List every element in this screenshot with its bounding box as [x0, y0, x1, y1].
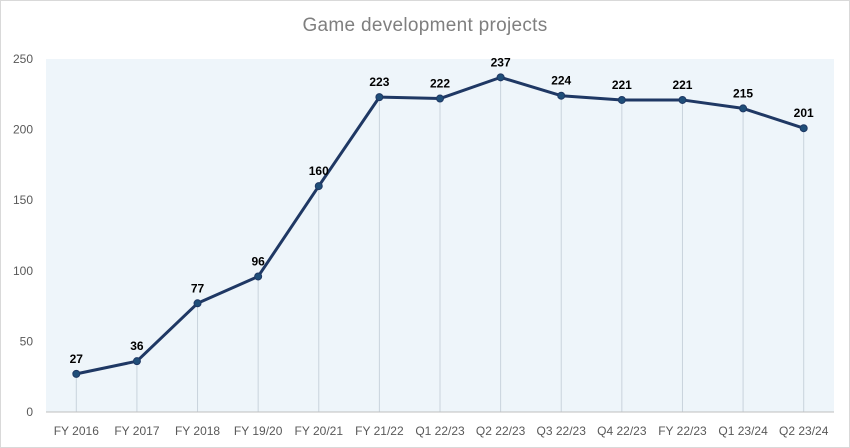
- series-line-group: [72, 73, 808, 378]
- x-tick-label: FY 2018: [175, 424, 220, 438]
- data-point: [72, 369, 81, 378]
- y-tick-label: 100: [13, 264, 33, 278]
- x-tick-label: Q2 22/23: [476, 424, 526, 438]
- x-tick-label: Q1 23/24: [718, 424, 768, 438]
- data-label: 36: [130, 339, 144, 353]
- y-tick-label: 0: [26, 405, 33, 419]
- data-label: 160: [309, 164, 329, 178]
- x-tick-label: Q2 23/24: [779, 424, 829, 438]
- y-tick-label: 50: [20, 334, 34, 348]
- data-label: 237: [491, 55, 511, 69]
- data-point: [436, 94, 444, 103]
- data-label: 201: [794, 106, 814, 120]
- chart-title: Game development projects: [302, 15, 548, 36]
- data-point: [132, 357, 141, 366]
- data-label: 224: [551, 74, 571, 88]
- drop-lines: [75, 77, 805, 412]
- x-tick-label: FY 2017: [114, 424, 159, 438]
- data-labels: 27 36 77 96 160 223 222 237 224 221 221 215 201: [70, 55, 814, 366]
- x-tick-label: FY 22/23: [658, 424, 707, 438]
- data-point: [557, 91, 566, 100]
- x-axis: FY 2016 FY 2017 FY 2018 FY 19/20 FY 20/21 FY …: [46, 411, 834, 438]
- y-tick-label: 150: [13, 193, 33, 207]
- data-point: [193, 299, 202, 308]
- y-tick-label: 250: [13, 52, 33, 66]
- x-tick-label: FY 19/20: [234, 424, 283, 438]
- x-tick-label: FY 2016: [54, 424, 99, 438]
- data-label: 215: [733, 86, 753, 100]
- data-point: [254, 272, 263, 281]
- data-label: 221: [672, 78, 692, 92]
- data-label: 27: [70, 352, 84, 366]
- y-tick-label: 200: [13, 123, 33, 137]
- x-tick-label: Q4 22/23: [597, 424, 647, 438]
- data-point: [314, 182, 323, 191]
- x-tick-label: FY 20/21: [295, 424, 344, 438]
- data-point: [617, 95, 626, 104]
- x-tick-label: FY 21/22: [355, 424, 404, 438]
- data-point: [375, 93, 384, 102]
- data-label: 77: [191, 281, 205, 295]
- y-axis: 0 50 100 150 200 250: [13, 52, 33, 419]
- data-label: 221: [612, 78, 632, 92]
- data-point: [799, 124, 808, 133]
- data-point: [739, 104, 748, 113]
- x-tick-label: Q1 22/23: [415, 424, 465, 438]
- data-point: [496, 73, 505, 82]
- data-point: [678, 95, 687, 104]
- data-label: 96: [251, 254, 265, 268]
- x-tick-label: Q3 22/23: [537, 424, 587, 438]
- data-label: 223: [369, 75, 389, 89]
- data-label: 222: [430, 77, 450, 91]
